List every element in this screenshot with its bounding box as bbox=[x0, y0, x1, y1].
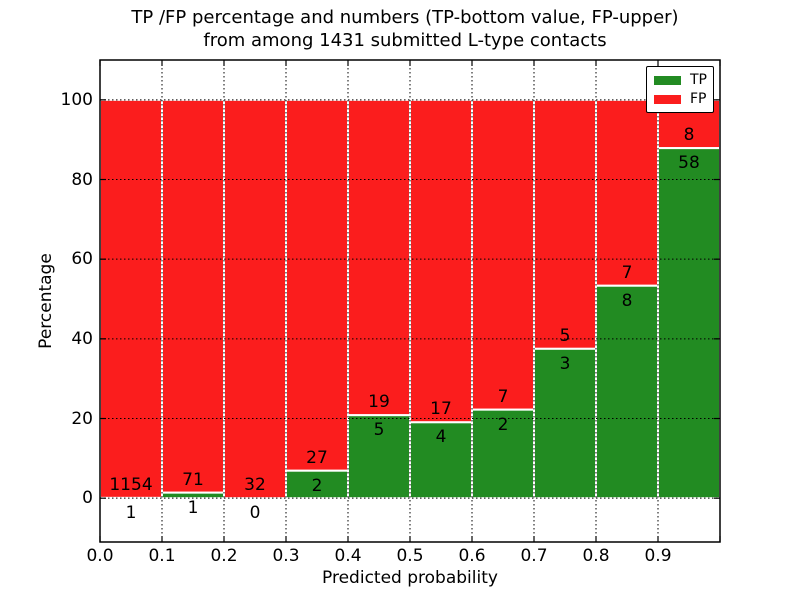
legend: TP FP bbox=[646, 66, 714, 113]
bar-fp-segment bbox=[223, 98, 287, 500]
bar-fp-segment bbox=[347, 98, 411, 417]
legend-row-fp: FP bbox=[654, 91, 707, 107]
x-axis-label: Predicted probability bbox=[322, 568, 498, 588]
bar-fp-segment bbox=[285, 98, 349, 472]
bar-fp-segment bbox=[99, 98, 163, 499]
bar-fp-segment bbox=[595, 98, 659, 287]
bar-fp-segment bbox=[471, 98, 535, 411]
legend-label-fp: FP bbox=[690, 91, 707, 107]
bar-tp-segment bbox=[347, 414, 411, 500]
bar-tp-segment bbox=[471, 408, 535, 500]
legend-swatch-tp-icon bbox=[654, 75, 681, 85]
bar-tp-segment bbox=[533, 347, 597, 500]
chart-title-line2: from among 1431 submitted L-type contact… bbox=[203, 30, 607, 51]
legend-label-tp: TP bbox=[690, 72, 707, 88]
bar-tp-segment bbox=[409, 421, 473, 500]
bar-tp-segment bbox=[285, 469, 349, 500]
axes-spine bbox=[99, 59, 721, 543]
chart-title-line1: TP /FP percentage and numbers (TP-bottom… bbox=[131, 7, 679, 28]
bar-tp-segment bbox=[595, 284, 659, 500]
y-axis-label: Percentage bbox=[36, 253, 56, 349]
bar-fp-segment bbox=[533, 98, 597, 350]
bar-tp-segment bbox=[657, 147, 721, 500]
bar-tp-segment bbox=[161, 491, 225, 500]
legend-row-tp: TP bbox=[654, 72, 707, 88]
legend-swatch-fp-icon bbox=[654, 94, 681, 104]
bar-fp-segment bbox=[409, 98, 473, 424]
chart-title: TP /FP percentage and numbers (TP-bottom… bbox=[0, 6, 800, 52]
bar-fp-segment bbox=[161, 98, 225, 494]
